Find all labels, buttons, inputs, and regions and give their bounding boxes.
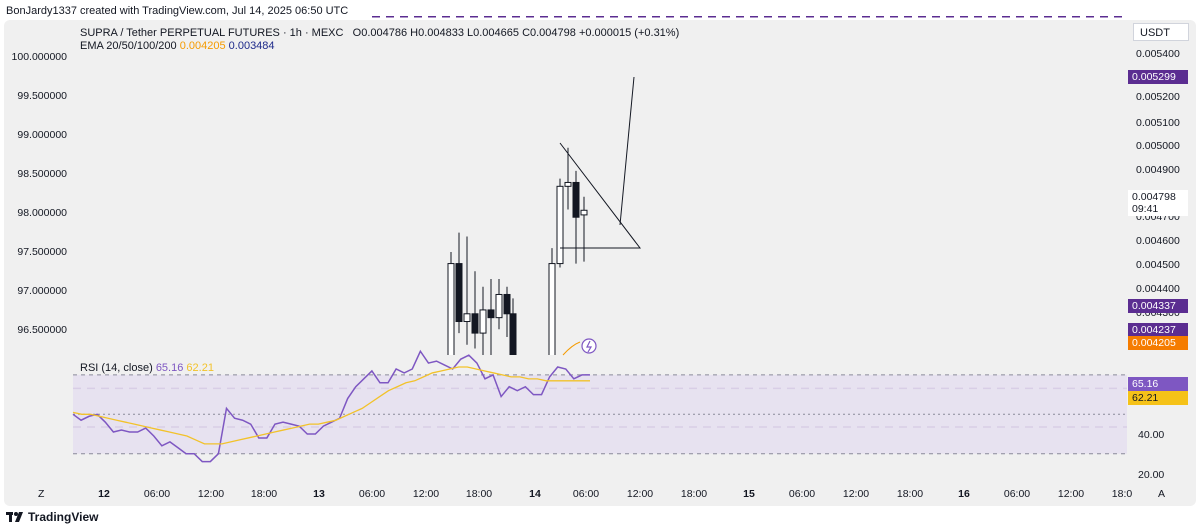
candle-body	[455, 263, 463, 323]
legend-ema-value-1: 0.004205	[179, 40, 226, 52]
time-axis-label: 12:00	[1058, 488, 1084, 500]
rsi-lines	[72, 349, 590, 463]
time-axis-label: 06:00	[359, 488, 385, 500]
right-axis-tick: 0.005200	[1136, 91, 1180, 103]
time-axis-label: 16	[958, 488, 970, 500]
left-axis-tick: 98.000000	[17, 207, 67, 219]
time-axis-label: 06:00	[573, 488, 599, 500]
left-axis-tick: 100.000000	[12, 51, 68, 63]
tradingview-logo[interactable]: TradingView	[6, 510, 98, 524]
time-axis-label: 12	[98, 488, 110, 500]
rsi-band	[73, 374, 1127, 455]
legend-ema-label: EMA 20/50/100/200	[80, 40, 177, 52]
candle-body	[556, 185, 564, 265]
rsi-tag-ma: 62.21	[1128, 391, 1188, 405]
right-axis-tick: 0.004400	[1136, 283, 1180, 295]
tradingview-brand: TradingView	[28, 510, 99, 524]
time-axis-label: 18:00	[251, 488, 277, 500]
right-axis-tick: 0.005100	[1136, 117, 1180, 129]
rsi-line	[72, 349, 590, 463]
time-axis-label: 13	[313, 488, 325, 500]
time-axis-label: 06:00	[1004, 488, 1030, 500]
lightning-icon	[586, 340, 593, 353]
last-price: 0.004798	[1132, 191, 1176, 203]
time-axis-label: 12:00	[413, 488, 439, 500]
legend-rsi-label: RSI (14, close)	[80, 362, 153, 374]
right-axis-tick: 0.004900	[1136, 164, 1180, 176]
left-axis-tick: 96.500000	[17, 324, 67, 336]
legend-rsi-value: 65.16	[155, 362, 184, 374]
legend-rsi: RSI (14, close) 65.16 62.21	[80, 362, 214, 374]
horizontal-levels	[73, 16, 1127, 428]
rsi-axis-tick: 40.00	[1138, 429, 1164, 441]
left-axis-tick: 99.500000	[17, 90, 67, 102]
time-axis-left-mark: Z	[38, 488, 45, 500]
left-axis-tick: 99.000000	[17, 129, 67, 141]
time-axis-label: 18:00	[681, 488, 707, 500]
breakout-projection	[619, 76, 635, 226]
time-axis-label: 06:00	[144, 488, 170, 500]
candle-body	[503, 293, 511, 315]
candles	[447, 147, 588, 355]
candle-body	[447, 263, 455, 355]
bar-countdown: 09:41	[1132, 203, 1159, 215]
price-tag-last: 0.004798 09:41	[1128, 190, 1188, 216]
candle-body	[580, 209, 588, 216]
price-tag-level-low: 0.004237	[1128, 323, 1188, 337]
left-axis-tick: 97.000000	[17, 285, 67, 297]
time-axis-label: 12:00	[198, 488, 224, 500]
right-axis-tick: 0.004500	[1136, 259, 1180, 271]
price-tag-level-mid: 0.004337	[1128, 299, 1188, 313]
candle-body	[471, 313, 479, 334]
legend-ohlc: O0.004786 H0.004833 L0.004665 C0.004798 …	[352, 27, 680, 39]
alert-icon	[581, 338, 597, 354]
pennant-triangle	[559, 142, 642, 249]
candle-body	[564, 181, 572, 187]
time-axis-label: 18:0	[1112, 488, 1133, 500]
right-axis-tick: 0.005000	[1136, 140, 1180, 152]
ema-line-segment	[562, 341, 581, 356]
currency-unit[interactable]: USDT	[1133, 23, 1189, 41]
rsi-tag-value: 65.16	[1128, 377, 1188, 391]
left-axis-tick: 98.500000	[17, 168, 67, 180]
left-axis-tick: 97.500000	[17, 246, 67, 258]
axis-ticks: 0.005400 0.005200 0.005100 0.005000 0.004900…	[12, 48, 1180, 500]
legend-ema: EMA 20/50/100/200 0.004205 0.003484	[80, 40, 275, 52]
time-axis-right-mark: A	[1158, 488, 1165, 500]
drawing-pennant	[559, 76, 642, 356]
time-axis-label: 18:00	[466, 488, 492, 500]
time-axis-label: 12:00	[843, 488, 869, 500]
rsi-axis-tick: 20.00	[1138, 469, 1164, 481]
time-axis-label: 12:00	[627, 488, 653, 500]
legend-rsi-ma-value: 62.21	[186, 362, 214, 374]
legend-symbol: SUPRA / Tether PERPETUAL FUTURES · 1h · …	[80, 27, 679, 39]
time-axis-label: 06:00	[789, 488, 815, 500]
legend-ema-value-2: 0.003484	[228, 40, 275, 52]
time-axis-label: 15	[743, 488, 755, 500]
candle-body	[572, 181, 580, 218]
legend-symbol-name: SUPRA / Tether PERPETUAL FUTURES · 1h · …	[80, 27, 344, 39]
candle-body	[548, 263, 556, 355]
price-tag-level-top: 0.005299	[1128, 70, 1188, 84]
rsi-ma-line	[72, 366, 590, 445]
candle-body	[479, 309, 487, 334]
header-credit: BonJardy1337 created with TradingView.co…	[6, 5, 349, 17]
time-axis-label: 14	[529, 488, 541, 500]
candle-body	[463, 313, 471, 323]
right-axis-tick: 0.005400	[1136, 48, 1180, 60]
tradingview-logo-icon	[6, 511, 23, 522]
candle-body	[495, 293, 503, 319]
candle-body	[487, 309, 495, 319]
price-tag-ema: 0.004205	[1128, 336, 1188, 350]
candles-clipped	[447, 147, 588, 355]
right-axis-tick: 0.004600	[1136, 235, 1180, 247]
time-axis-label: 18:00	[897, 488, 923, 500]
candle-body	[509, 313, 517, 355]
